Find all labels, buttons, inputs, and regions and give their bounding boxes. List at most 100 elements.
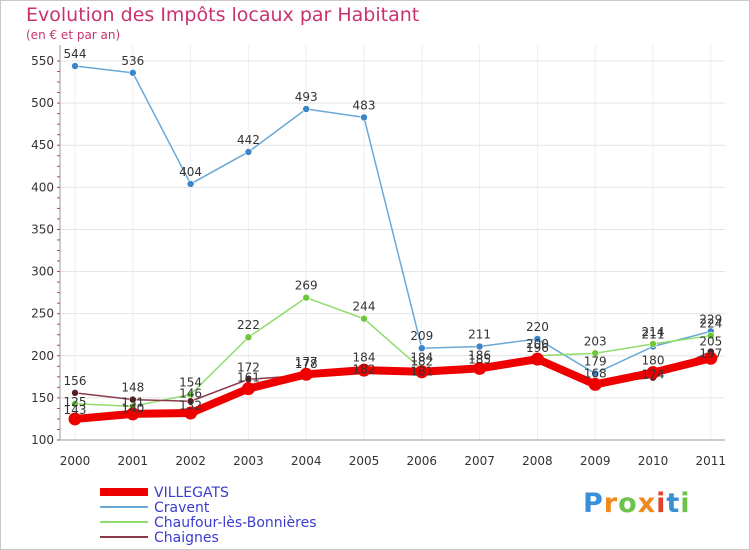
brand-letter: r	[603, 488, 619, 519]
data-label: 131	[121, 395, 144, 409]
legend-label: Cravent	[154, 500, 210, 516]
x-tick-label: 2011	[696, 454, 727, 468]
brand-letter: i	[656, 488, 667, 519]
y-tick-label: 100	[31, 433, 54, 447]
data-point	[706, 331, 715, 340]
data-label: 483	[353, 98, 376, 112]
chart-title: Evolution des Impôts locaux par Habitant	[26, 4, 420, 26]
data-label: 146	[179, 386, 202, 400]
data-label: 140	[121, 401, 144, 415]
legend-label: Chaufour-lès-Bonnières	[154, 515, 317, 531]
legend-label: Chaignes	[154, 530, 219, 546]
data-point	[473, 361, 487, 375]
data-label: 244	[353, 300, 376, 314]
data-label: 222	[237, 318, 260, 332]
data-point	[302, 105, 311, 113]
data-point	[591, 369, 600, 378]
data-label: 156	[64, 374, 87, 388]
series-line-chaufour-l-s-bonni-res	[74, 296, 712, 408]
brand-letter: P	[583, 488, 604, 519]
data-label: 182	[410, 354, 433, 368]
data-point	[357, 363, 371, 377]
data-point	[649, 340, 657, 348]
data-label: 442	[237, 133, 260, 147]
data-point	[533, 335, 542, 343]
data-label: 203	[584, 334, 607, 348]
data-point	[704, 351, 718, 365]
data-point	[302, 293, 311, 302]
data-point	[646, 366, 660, 380]
data-label: 211	[468, 328, 491, 342]
data-label: 132	[179, 398, 202, 412]
x-tick-label: 2003	[233, 454, 264, 468]
data-point	[299, 367, 313, 381]
data-point	[126, 407, 140, 421]
data-point	[184, 406, 198, 420]
data-label: 177	[295, 355, 318, 369]
y-tick-label: 400	[31, 180, 54, 194]
data-point	[129, 68, 137, 77]
data-point	[588, 377, 602, 391]
data-label: 404	[179, 165, 202, 179]
x-tick-label: 2008	[522, 454, 553, 468]
x-tick-label: 2000	[60, 454, 91, 468]
data-label: 229	[699, 312, 722, 326]
data-point	[244, 148, 253, 156]
x-tick-label: 2006	[407, 454, 438, 468]
x-tick-label: 2005	[349, 454, 380, 468]
data-label: 168	[584, 366, 607, 380]
data-point	[71, 62, 79, 70]
legend-label: VILLEGATS	[154, 485, 229, 501]
y-tick-label: 500	[31, 96, 54, 110]
data-label: 200	[526, 337, 549, 351]
x-tick-label: 2010	[638, 454, 669, 468]
series-line-villegats	[71, 354, 715, 423]
y-tick-label: 550	[31, 54, 54, 68]
data-label: 184	[353, 350, 376, 364]
brand-letter: o	[618, 488, 638, 519]
data-label: 536	[121, 54, 144, 68]
data-label: 196	[526, 341, 549, 355]
data-label: 184	[410, 350, 433, 364]
data-label: 125	[64, 395, 87, 409]
data-point	[241, 382, 255, 396]
data-label: 209	[410, 329, 433, 343]
chart-subtitle: (en € et par an)	[26, 28, 121, 42]
data-point	[417, 344, 426, 352]
data-label: 269	[295, 279, 318, 293]
y-tick-label: 300	[31, 265, 54, 279]
data-point	[360, 314, 368, 323]
data-label: 224	[699, 317, 722, 331]
data-label: 544	[64, 47, 87, 61]
data-label: 185	[468, 353, 491, 367]
brand-letter: t	[666, 488, 681, 519]
data-point	[360, 113, 368, 122]
data-label: 181	[410, 364, 433, 378]
data-label: 205	[699, 335, 722, 349]
data-point	[186, 180, 195, 188]
brand-logo: Proxiti	[583, 488, 691, 519]
data-label: 220	[526, 320, 549, 334]
data-point	[68, 412, 82, 426]
brand-letter: x	[637, 488, 657, 519]
data-point	[530, 352, 544, 366]
data-label: 154	[179, 376, 202, 390]
data-label: 174	[642, 368, 665, 382]
y-tick-label: 450	[31, 138, 54, 152]
data-label: 148	[121, 381, 144, 395]
data-point	[415, 365, 429, 379]
data-point	[129, 395, 137, 404]
x-tick-label: 2002	[175, 454, 206, 468]
data-label: 493	[295, 90, 318, 104]
data-point	[71, 389, 79, 397]
x-tick-label: 2004	[291, 454, 322, 468]
y-tick-label: 250	[31, 307, 54, 321]
data-label: 214	[642, 325, 665, 339]
data-point	[591, 349, 600, 358]
data-point	[244, 333, 253, 342]
data-label: 197	[699, 347, 722, 361]
x-tick-label: 2001	[118, 454, 149, 468]
brand-letter: i	[680, 488, 691, 519]
